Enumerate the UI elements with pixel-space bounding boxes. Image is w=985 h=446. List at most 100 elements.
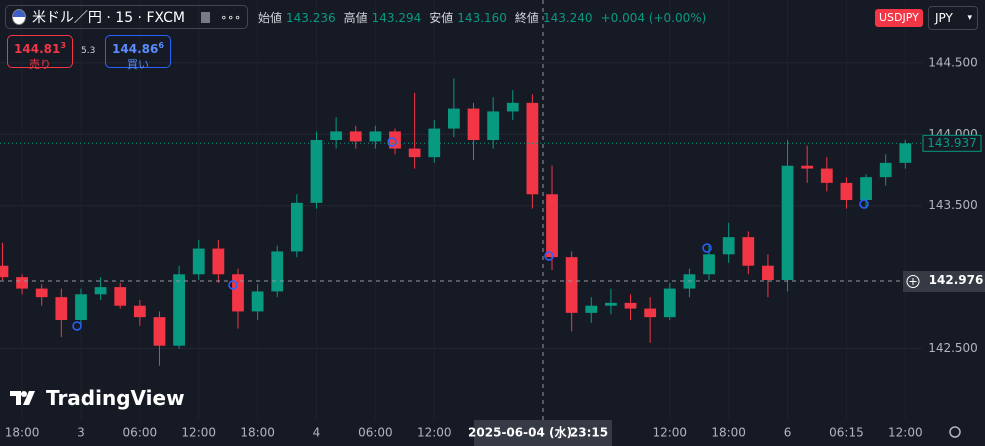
crosshair-price-box <box>903 271 985 292</box>
candle-body <box>75 294 87 320</box>
candle-body <box>742 237 755 266</box>
candle-body <box>840 182 853 200</box>
candle-body <box>801 165 814 169</box>
crosshair-time: 23:15 <box>570 426 608 440</box>
x-tick-label: 12:00 <box>181 426 216 440</box>
x-tick-label: 18:00 <box>711 426 746 440</box>
candle-body <box>114 287 127 306</box>
candle-body <box>0 265 9 278</box>
candle-body <box>663 288 676 318</box>
candle-body <box>55 297 68 320</box>
candle-body <box>330 131 343 140</box>
ohlc: 始値 143.236 高値 143.294 安値 143.160 終値 143.240 … <box>258 9 710 26</box>
candle-body <box>192 248 205 275</box>
candle-body <box>16 277 28 289</box>
logo-icon <box>10 391 35 405</box>
crosshair-time-box <box>474 420 612 446</box>
candle-body <box>232 274 244 312</box>
candle-body <box>487 111 500 140</box>
candle-body <box>722 237 735 255</box>
high-label: 高値 <box>343 11 368 25</box>
candle-body <box>546 194 558 258</box>
candle-body <box>703 254 715 275</box>
buy-price: 144.86 <box>112 42 159 56</box>
open-label: 始値 <box>258 11 283 25</box>
x-tick-label: 18:00 <box>5 426 40 440</box>
candle-body <box>899 143 912 163</box>
x-tick-label: 06:00 <box>123 426 158 440</box>
more-button[interactable]: ∘∘∘ <box>220 10 241 24</box>
spread: 5.3 <box>81 46 96 56</box>
candle-body <box>644 308 657 318</box>
event-markers <box>72 137 869 331</box>
x-tick-label: 4 <box>313 426 321 440</box>
logo: TradingView <box>10 386 185 410</box>
symbol-badge: USDJPY <box>875 9 923 27</box>
crosshair-date: 2025-06-04 (水) <box>468 425 572 440</box>
change: +0.004 (+0.00%) <box>600 10 707 25</box>
flag-button[interactable] <box>200 11 211 23</box>
x-tick-label: 3 <box>77 426 85 440</box>
close-label: 終値 <box>514 11 539 25</box>
candle-body <box>133 305 146 318</box>
candle-body <box>290 202 303 252</box>
candle-body <box>585 305 598 313</box>
y-tick-label: 143.500 <box>928 198 978 212</box>
candle-body <box>467 108 480 140</box>
settings-icon[interactable] <box>949 426 961 438</box>
x-tick-label: 12:00 <box>888 426 923 440</box>
last-price-label: 143.937 <box>927 136 977 150</box>
x-tick-label: 06:00 <box>358 426 393 440</box>
candle-body <box>506 102 519 112</box>
sell-button[interactable]: 144.813 売り <box>7 35 73 71</box>
candle-body <box>605 302 617 306</box>
candle-body <box>408 148 421 158</box>
symbol-pill[interactable]: 米ドル／円 · 15 · FXCM ∘∘∘ <box>5 5 248 29</box>
candle-body <box>251 291 264 312</box>
crosshair-price: 142.976 <box>929 273 984 287</box>
last-price-box <box>922 134 982 152</box>
candle-body <box>526 102 539 195</box>
x-tick-label: 18:00 <box>240 426 275 440</box>
close-value: 143.240 <box>542 10 593 25</box>
candle-body <box>369 131 382 142</box>
open-value: 143.236 <box>286 10 336 25</box>
candle-body <box>153 317 166 346</box>
candle-body <box>94 287 107 295</box>
x-tick-label: 6 <box>784 426 792 440</box>
x-tick-label: 12:00 <box>652 426 687 440</box>
flag-icon <box>12 9 26 25</box>
x-tick-label: 12:00 <box>417 426 452 440</box>
y-tick-label: 144.500 <box>928 55 978 69</box>
candle-body <box>781 165 794 280</box>
high-value: 143.294 <box>371 10 422 25</box>
x-tick-label: 06:15 <box>829 426 864 440</box>
candle-body <box>428 128 441 158</box>
currency: JPY <box>935 11 953 25</box>
candle-body <box>310 140 323 203</box>
sell-label: 売り <box>29 58 51 71</box>
candle-body <box>271 251 284 292</box>
low-label: 安値 <box>429 11 454 25</box>
candle-body <box>212 248 225 275</box>
add-icon[interactable] <box>906 275 920 288</box>
low-value: 143.160 <box>457 10 507 25</box>
add-icon-plus <box>909 278 917 285</box>
buy-button[interactable]: 144.866 買い <box>105 35 171 71</box>
buy-label: 買い <box>127 58 149 71</box>
buy-price-sup: 6 <box>158 41 164 50</box>
candle-body <box>860 177 872 200</box>
currency-select[interactable]: JPY ▾ <box>928 6 978 30</box>
candle-body <box>447 108 460 129</box>
sell-price: 144.81 <box>14 42 61 56</box>
logo-text: TradingView <box>46 386 185 410</box>
y-tick-label: 142.500 <box>928 341 978 355</box>
symbol: 米ドル／円 · 15 · FXCM <box>31 10 185 26</box>
candle-body <box>820 168 833 183</box>
candle-body <box>349 131 362 142</box>
sell-price-sup: 3 <box>60 41 66 50</box>
candle-body <box>35 288 48 298</box>
candle-body <box>565 257 578 313</box>
